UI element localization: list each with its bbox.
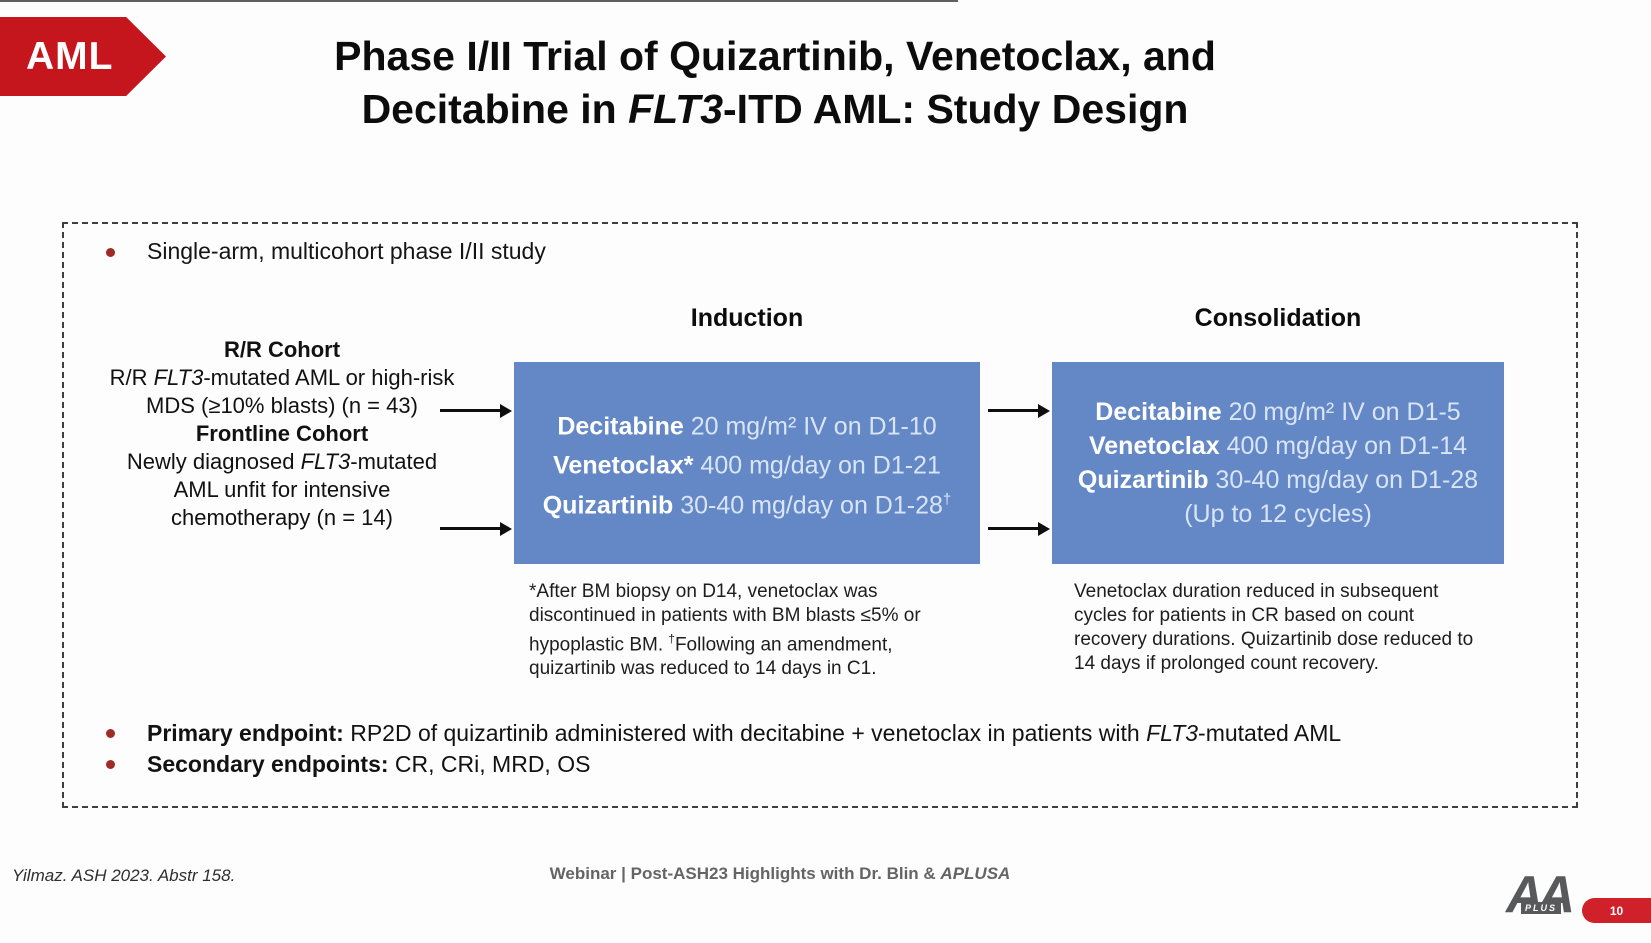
arrow-induction-to-consolidation-top bbox=[988, 409, 1038, 412]
consolidation-row-decitabine: Decitabine 20 mg/m² IV on D1-5 bbox=[1052, 395, 1504, 429]
primary-endpoint-post: -mutated AML bbox=[1198, 720, 1342, 746]
frontline-line1: Newly diagnosed FLT3-mutated bbox=[76, 448, 488, 476]
consolidation-row-venetoclax: Venetoclax 400 mg/day on D1-14 bbox=[1052, 429, 1504, 463]
aplusa-logo-plus: PLUS bbox=[1521, 902, 1562, 914]
aml-badge: AML bbox=[0, 17, 166, 96]
drug-dose: 400 mg/day on D1-21 bbox=[693, 451, 941, 480]
footnote-pre: *After BM biopsy on D14, venetoclax was … bbox=[529, 581, 921, 656]
primary-endpoint-text: Primary endpoint: RP2D of quizartinib ad… bbox=[147, 720, 1341, 747]
secondary-endpoint-values: CR, CRi, MRD, OS bbox=[388, 751, 591, 777]
primary-endpoint-pre: RP2D of quizartinib administered with de… bbox=[343, 720, 1147, 746]
title-line2-post: -ITD AML: Study Design bbox=[723, 86, 1189, 132]
rr-post: -mutated AML or high-risk bbox=[203, 365, 455, 390]
drug-name: Quizartinib bbox=[542, 490, 674, 519]
induction-row-venetoclax: Venetoclax* 400 mg/day on D1-21 bbox=[514, 443, 980, 482]
drug-name: Quizartinib bbox=[1077, 466, 1209, 494]
rr-gene-name: FLT3 bbox=[153, 365, 204, 390]
webinar-footer: Webinar | Post-ASH23 Highlights with Dr.… bbox=[0, 864, 1560, 884]
citation: Yilmaz. ASH 2023. Abstr 158. bbox=[12, 866, 236, 885]
induction-header: Induction bbox=[690, 304, 804, 332]
dagger-sup: † bbox=[668, 633, 675, 646]
arrow-frontline-to-induction bbox=[440, 527, 500, 530]
bullet-dot bbox=[106, 760, 115, 769]
secondary-endpoint-text: Secondary endpoints: CR, CRi, MRD, OS bbox=[147, 751, 590, 778]
webinar-footer-pre: Webinar | Post-ASH23 Highlights with Dr.… bbox=[549, 864, 941, 883]
title-line-2: Decitabine in FLT3-ITD AML: Study Design bbox=[120, 83, 1430, 136]
arrow-rr-to-induction bbox=[440, 409, 500, 412]
study-design-panel: Single-arm, multicohort phase I/II study… bbox=[62, 222, 1578, 808]
drug-dose: 20 mg/m² IV on D1-5 bbox=[1221, 398, 1461, 426]
secondary-endpoint-label: Secondary endpoints: bbox=[147, 751, 389, 777]
title-line-1: Phase I/II Trial of Quizartinib, Venetoc… bbox=[334, 33, 1216, 79]
study-type-bullet: Single-arm, multicohort phase I/II study bbox=[106, 238, 546, 265]
consolidation-regimen-box: Decitabine 20 mg/m² IV on D1-5 Venetocla… bbox=[1052, 362, 1504, 564]
induction-regimen-box: Decitabine 20 mg/m² IV on D1-10 Venetocl… bbox=[514, 362, 980, 564]
consolidation-header: Consolidation bbox=[1194, 304, 1362, 332]
bullet-dot bbox=[106, 248, 115, 257]
aplusa-logo: AA PLUS bbox=[1506, 866, 1578, 928]
aplusa-logo-letters: AA bbox=[1506, 866, 1575, 924]
cohort-description: R/R Cohort R/R FLT3-mutated AML or high-… bbox=[76, 336, 488, 532]
frontline-line2: AML unfit for intensive bbox=[173, 477, 391, 502]
arrow-induction-to-consolidation-bottom bbox=[988, 527, 1038, 530]
induction-row-quizartinib: Quizartinib 30-40 mg/day on D1-28† bbox=[514, 483, 980, 522]
induction-footnote: *After BM biopsy on D14, venetoclax was … bbox=[529, 580, 947, 681]
rr-cohort-title: R/R Cohort bbox=[223, 337, 341, 362]
page-number-pill: 10 bbox=[1582, 898, 1651, 923]
fl-gene-name: FLT3 bbox=[300, 449, 351, 474]
title-gene-name: FLT3 bbox=[628, 86, 724, 132]
drug-name: Venetoclax* bbox=[553, 451, 694, 480]
title-line2-pre: Decitabine in bbox=[361, 86, 629, 132]
primary-endpoint-label: Primary endpoint: bbox=[147, 720, 344, 746]
rr-cohort-line1: R/R FLT3-mutated AML or high-risk bbox=[76, 364, 488, 392]
drug-sup: † bbox=[942, 490, 952, 508]
consolidation-row-quizartinib: Quizartinib 30-40 mg/day on D1-28 bbox=[1052, 463, 1504, 497]
fl-post: -mutated bbox=[350, 449, 438, 474]
drug-name: Venetoclax bbox=[1088, 432, 1220, 460]
primary-endpoint-bullet: Primary endpoint: RP2D of quizartinib ad… bbox=[106, 720, 1341, 747]
footnote-post: Following an amendment, quizartinib was … bbox=[529, 634, 893, 680]
fl-pre: Newly diagnosed bbox=[126, 449, 301, 474]
consolidation-cycles-note: (Up to 12 cycles) bbox=[1184, 500, 1372, 528]
primary-endpoint-gene: FLT3 bbox=[1146, 720, 1199, 746]
rr-cohort-line2: MDS (≥10% blasts) (n = 43) bbox=[146, 393, 418, 418]
frontline-line3: chemotherapy (n = 14) bbox=[171, 505, 393, 530]
slide-title: Phase I/II Trial of Quizartinib, Venetoc… bbox=[120, 30, 1430, 136]
consolidation-footnote: Venetoclax duration reduced in subsequen… bbox=[1074, 581, 1474, 674]
frontline-cohort-title: Frontline Cohort bbox=[195, 421, 369, 446]
bullet-dot bbox=[106, 729, 115, 738]
page-number: 10 bbox=[1609, 903, 1624, 918]
study-type-text: Single-arm, multicohort phase I/II study bbox=[147, 238, 546, 264]
secondary-endpoint-bullet: Secondary endpoints: CR, CRi, MRD, OS bbox=[106, 751, 590, 778]
drug-dose: 400 mg/day on D1-14 bbox=[1219, 432, 1468, 460]
aml-badge-label: AML bbox=[26, 34, 114, 78]
drug-dose: 30-40 mg/day on D1-28 bbox=[1208, 466, 1479, 494]
induction-row-decitabine: Decitabine 20 mg/m² IV on D1-10 bbox=[514, 404, 980, 443]
webinar-footer-brand: APLUSA bbox=[940, 864, 1011, 883]
drug-name: Decitabine bbox=[1095, 398, 1222, 426]
drug-name: Decitabine bbox=[557, 412, 684, 441]
drug-dose: 30-40 mg/day on D1-28 bbox=[673, 490, 943, 519]
drug-dose: 20 mg/m² IV on D1-10 bbox=[683, 412, 937, 441]
rr-pre: R/R bbox=[109, 365, 154, 390]
top-edge-line bbox=[0, 0, 958, 2]
